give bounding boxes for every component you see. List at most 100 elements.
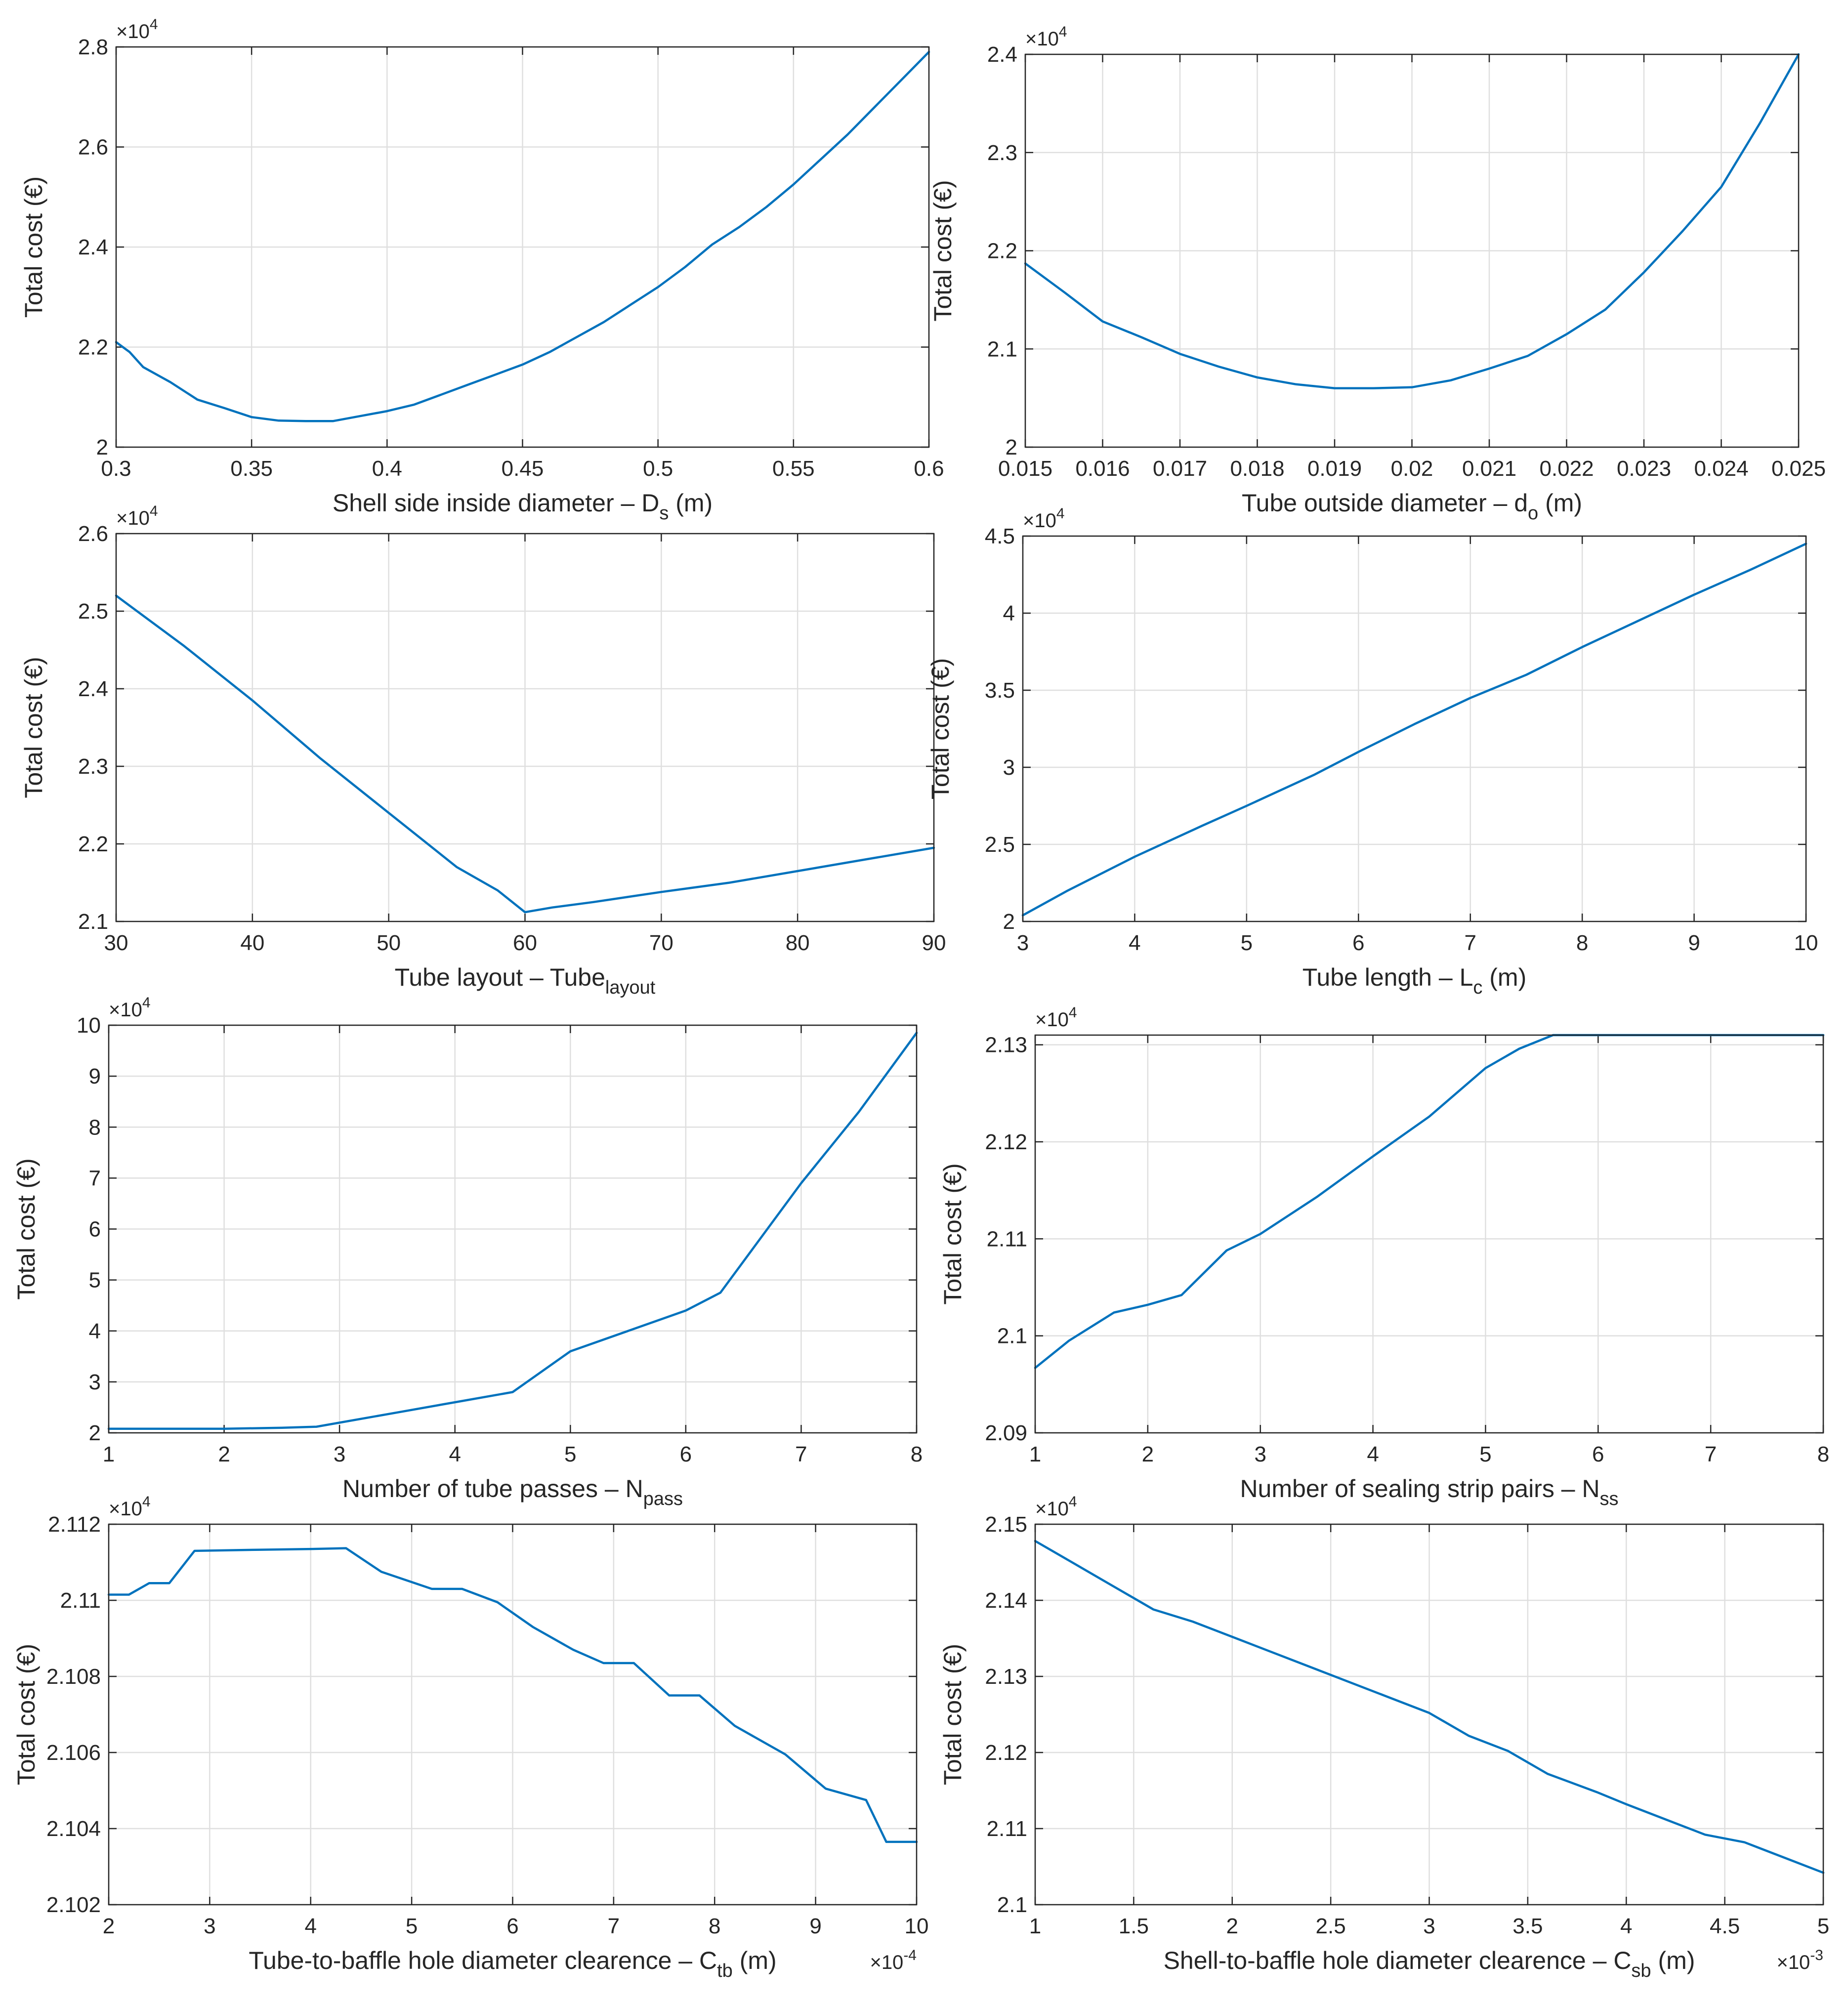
x-tick-label: 6 xyxy=(680,1442,692,1466)
y-tick-label: 2.1 xyxy=(997,1893,1027,1917)
x-tick-label: 0.02 xyxy=(1391,457,1433,481)
x-tick-label: 1 xyxy=(1029,1914,1041,1938)
y-tick-label: 2.3 xyxy=(987,141,1017,165)
series-line xyxy=(107,1547,918,1843)
x-tick-label: 0.45 xyxy=(502,457,544,481)
y-tick-label: 2.1 xyxy=(987,337,1017,361)
x-axis-label: Tube length – Lc (m) xyxy=(1302,963,1526,998)
x-axis-label: Number of tube passes – Npass xyxy=(342,1475,683,1509)
x-axis-label-text: Tube-to-baffle hole diameter clearence xyxy=(249,1947,672,1974)
x-tick-label: 3.5 xyxy=(1512,1914,1543,1938)
x-tick-label: 6 xyxy=(1352,931,1364,955)
x-axis-symbol: d xyxy=(1514,489,1528,517)
x-axis-subscript: pass xyxy=(643,1489,683,1509)
x-axis-label-text: Shell side inside diameter xyxy=(333,489,614,517)
x-axis-label-text: Shell-to-baffle hole diameter clearence xyxy=(1164,1947,1586,1974)
chart-panel: 30 40 50 60 70 80 90 2.1 2.2 2.3 2.4 2.5 2.6 ×104 Tota… xyxy=(20,503,946,998)
y-tick-label: 2 xyxy=(89,1421,101,1445)
x-axis-label-text: Tube layout xyxy=(395,963,523,991)
plot-frame xyxy=(108,1523,918,1906)
y-exponent-label: ×104 xyxy=(109,995,151,1021)
x-tick-label: 0.025 xyxy=(1771,457,1826,481)
x-tick-label: 0.015 xyxy=(998,457,1052,481)
y-tick-label: 2.6 xyxy=(78,135,108,160)
y-tick-label: 2.6 xyxy=(78,522,108,546)
y-tick-label: 3 xyxy=(1003,755,1015,780)
series-line xyxy=(107,1032,918,1430)
x-tick-label: 0.5 xyxy=(643,457,673,481)
y-exponent-value: 4 xyxy=(142,995,151,1011)
y-tick-label: 2.4 xyxy=(78,235,108,259)
x-tick-label: 9 xyxy=(809,1914,821,1938)
x-axis-label: Shell side inside diameter – Ds (m) xyxy=(333,489,713,524)
x-tick-label: 4 xyxy=(1129,931,1140,955)
y-exponent-value: 4 xyxy=(150,16,158,33)
y-axis-label: Total cost (€) xyxy=(20,176,47,318)
x-axis-unit: (m) xyxy=(1538,489,1582,517)
series-line xyxy=(115,594,935,914)
x-tick-label: 80 xyxy=(786,931,810,955)
x-axis-symbol: N xyxy=(626,1475,643,1502)
x-tick-label: 4.5 xyxy=(1710,1914,1740,1938)
x-axis-unit: (m) xyxy=(1651,1947,1695,1974)
y-tick-label: 4.5 xyxy=(985,524,1015,548)
x-tick-label: 7 xyxy=(795,1442,807,1466)
plot-frame xyxy=(108,1024,918,1434)
y-tick-label: 2 xyxy=(1006,435,1017,459)
x-axis-unit: (m) xyxy=(669,489,713,517)
plot-frame xyxy=(1024,53,1800,448)
y-tick-label: 2.12 xyxy=(985,1741,1027,1765)
x-tick-label: 7 xyxy=(608,1914,620,1938)
x-axis-subscript: tb xyxy=(717,1961,733,1981)
x-tick-label: 1 xyxy=(1029,1442,1041,1466)
x-tick-label: 3 xyxy=(1017,931,1029,955)
y-tick-label: 10 xyxy=(77,1013,101,1038)
y-axis-label: Total cost (€) xyxy=(12,1158,40,1299)
x-axis-label-text: Tube outside diameter xyxy=(1242,489,1487,517)
x-tick-label: 30 xyxy=(104,931,128,955)
x-tick-label: 0.016 xyxy=(1075,457,1130,481)
y-tick-label: 2.112 xyxy=(48,1512,101,1537)
y-tick-label: 6 xyxy=(89,1217,101,1242)
x-tick-label: 4 xyxy=(305,1914,317,1938)
x-tick-label: 1 xyxy=(103,1442,115,1466)
y-exponent-label: ×104 xyxy=(1025,24,1067,50)
x-tick-label: 2 xyxy=(103,1914,115,1938)
y-exponent-value: 4 xyxy=(1056,505,1065,522)
plot-frame xyxy=(115,533,935,922)
x-tick-label: 3 xyxy=(1254,1442,1266,1466)
x-tick-label: 0.021 xyxy=(1462,457,1516,481)
y-exponent-value: 4 xyxy=(1069,1004,1077,1021)
x-tick-label: 7 xyxy=(1705,1442,1717,1466)
x-exponent-value: -3 xyxy=(1810,1947,1823,1963)
x-tick-label: 1.5 xyxy=(1119,1914,1149,1938)
x-tick-label: 2 xyxy=(218,1442,230,1466)
x-tick-label: 0.55 xyxy=(772,457,815,481)
y-exponent-label: ×104 xyxy=(109,1494,151,1520)
x-tick-label: 0.017 xyxy=(1153,457,1207,481)
chart-panel: 1 2 3 4 5 6 7 8 2.09 2.1 2.11 2.12 2.13 ×104 Total cos… xyxy=(939,1004,1829,1509)
x-tick-label: 4 xyxy=(449,1442,461,1466)
y-axis-label: Total cost (€) xyxy=(926,658,954,799)
x-tick-label: 0.3 xyxy=(101,457,131,481)
y-tick-label: 2.4 xyxy=(78,677,108,701)
chart-panel: 0.3 0.35 0.4 0.45 0.5 0.55 0.6 2 2.2 2.4 2.6 2.8 ×10… xyxy=(20,16,944,524)
y-exponent-label: ×104 xyxy=(116,16,158,42)
y-tick-label: 9 xyxy=(89,1064,101,1088)
y-tick-label: 2.102 xyxy=(46,1893,101,1917)
y-tick-label: 2.2 xyxy=(78,335,108,360)
y-tick-label: 2.14 xyxy=(985,1588,1027,1613)
x-axis-unit: (m) xyxy=(1482,963,1526,991)
chart-panel: 1 1.5 2 2.5 3 3.5 4 4.5 5 2.1 2.11 2.12 2.13 2.14 2.15… xyxy=(939,1494,1829,1981)
chart-panel: 2 3 4 5 6 7 8 9 10 2.102 2.104 2.106 2.108 2.11 2.112 ×… xyxy=(12,1494,928,1981)
series-line xyxy=(1034,1540,1825,1874)
x-tick-label: 0.6 xyxy=(914,457,944,481)
x-tick-label: 4 xyxy=(1367,1442,1379,1466)
y-tick-label: 2.104 xyxy=(46,1817,101,1841)
y-tick-label: 2.1 xyxy=(78,910,108,934)
x-tick-label: 6 xyxy=(506,1914,518,1938)
x-axis-symbol: C xyxy=(1613,1947,1631,1974)
plot-frame xyxy=(1022,535,1807,922)
x-tick-label: 0.35 xyxy=(230,457,273,481)
x-axis-subscript: sb xyxy=(1631,1961,1651,1981)
